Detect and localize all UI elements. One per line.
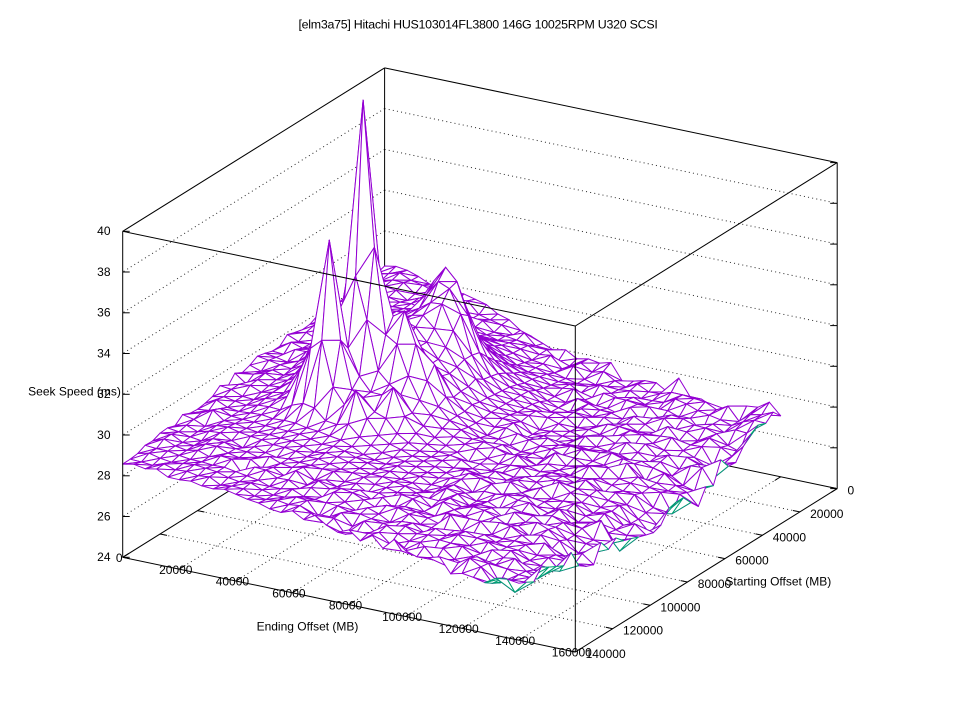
svg-text:100000: 100000 — [660, 600, 700, 614]
svg-text:40: 40 — [97, 224, 111, 238]
svg-text:[elm3a75] Hitachi HUS103014FL3: [elm3a75] Hitachi HUS103014FL3800 146G 1… — [298, 18, 657, 32]
svg-text:40000: 40000 — [216, 575, 250, 589]
svg-text:28: 28 — [97, 469, 111, 483]
svg-text:60000: 60000 — [272, 587, 306, 601]
svg-text:0: 0 — [848, 484, 855, 498]
svg-text:140000: 140000 — [495, 634, 535, 648]
svg-text:140000: 140000 — [586, 647, 626, 661]
svg-text:100000: 100000 — [382, 610, 422, 624]
svg-text:120000: 120000 — [439, 622, 479, 636]
svg-text:60000: 60000 — [735, 554, 769, 568]
svg-text:Ending Offset (MB): Ending Offset (MB) — [257, 620, 359, 634]
svg-text:80000: 80000 — [329, 598, 363, 612]
svg-text:34: 34 — [97, 346, 111, 360]
svg-text:30: 30 — [97, 428, 111, 442]
svg-text:20000: 20000 — [810, 507, 844, 521]
svg-text:40000: 40000 — [773, 530, 807, 544]
svg-text:120000: 120000 — [623, 624, 663, 638]
svg-text:26: 26 — [97, 509, 111, 523]
svg-text:32: 32 — [97, 387, 111, 401]
svg-text:160000: 160000 — [552, 646, 592, 660]
svg-text:0: 0 — [116, 551, 123, 565]
svg-text:24: 24 — [97, 550, 111, 564]
svg-text:Seek Speed (ms): Seek Speed (ms) — [28, 385, 121, 399]
svg-text:20000: 20000 — [159, 563, 193, 577]
svg-text:80000: 80000 — [698, 577, 732, 591]
svg-text:Starting Offset (MB): Starting Offset (MB) — [725, 575, 831, 589]
svg-text:38: 38 — [97, 265, 111, 279]
svg-text:36: 36 — [97, 306, 111, 320]
